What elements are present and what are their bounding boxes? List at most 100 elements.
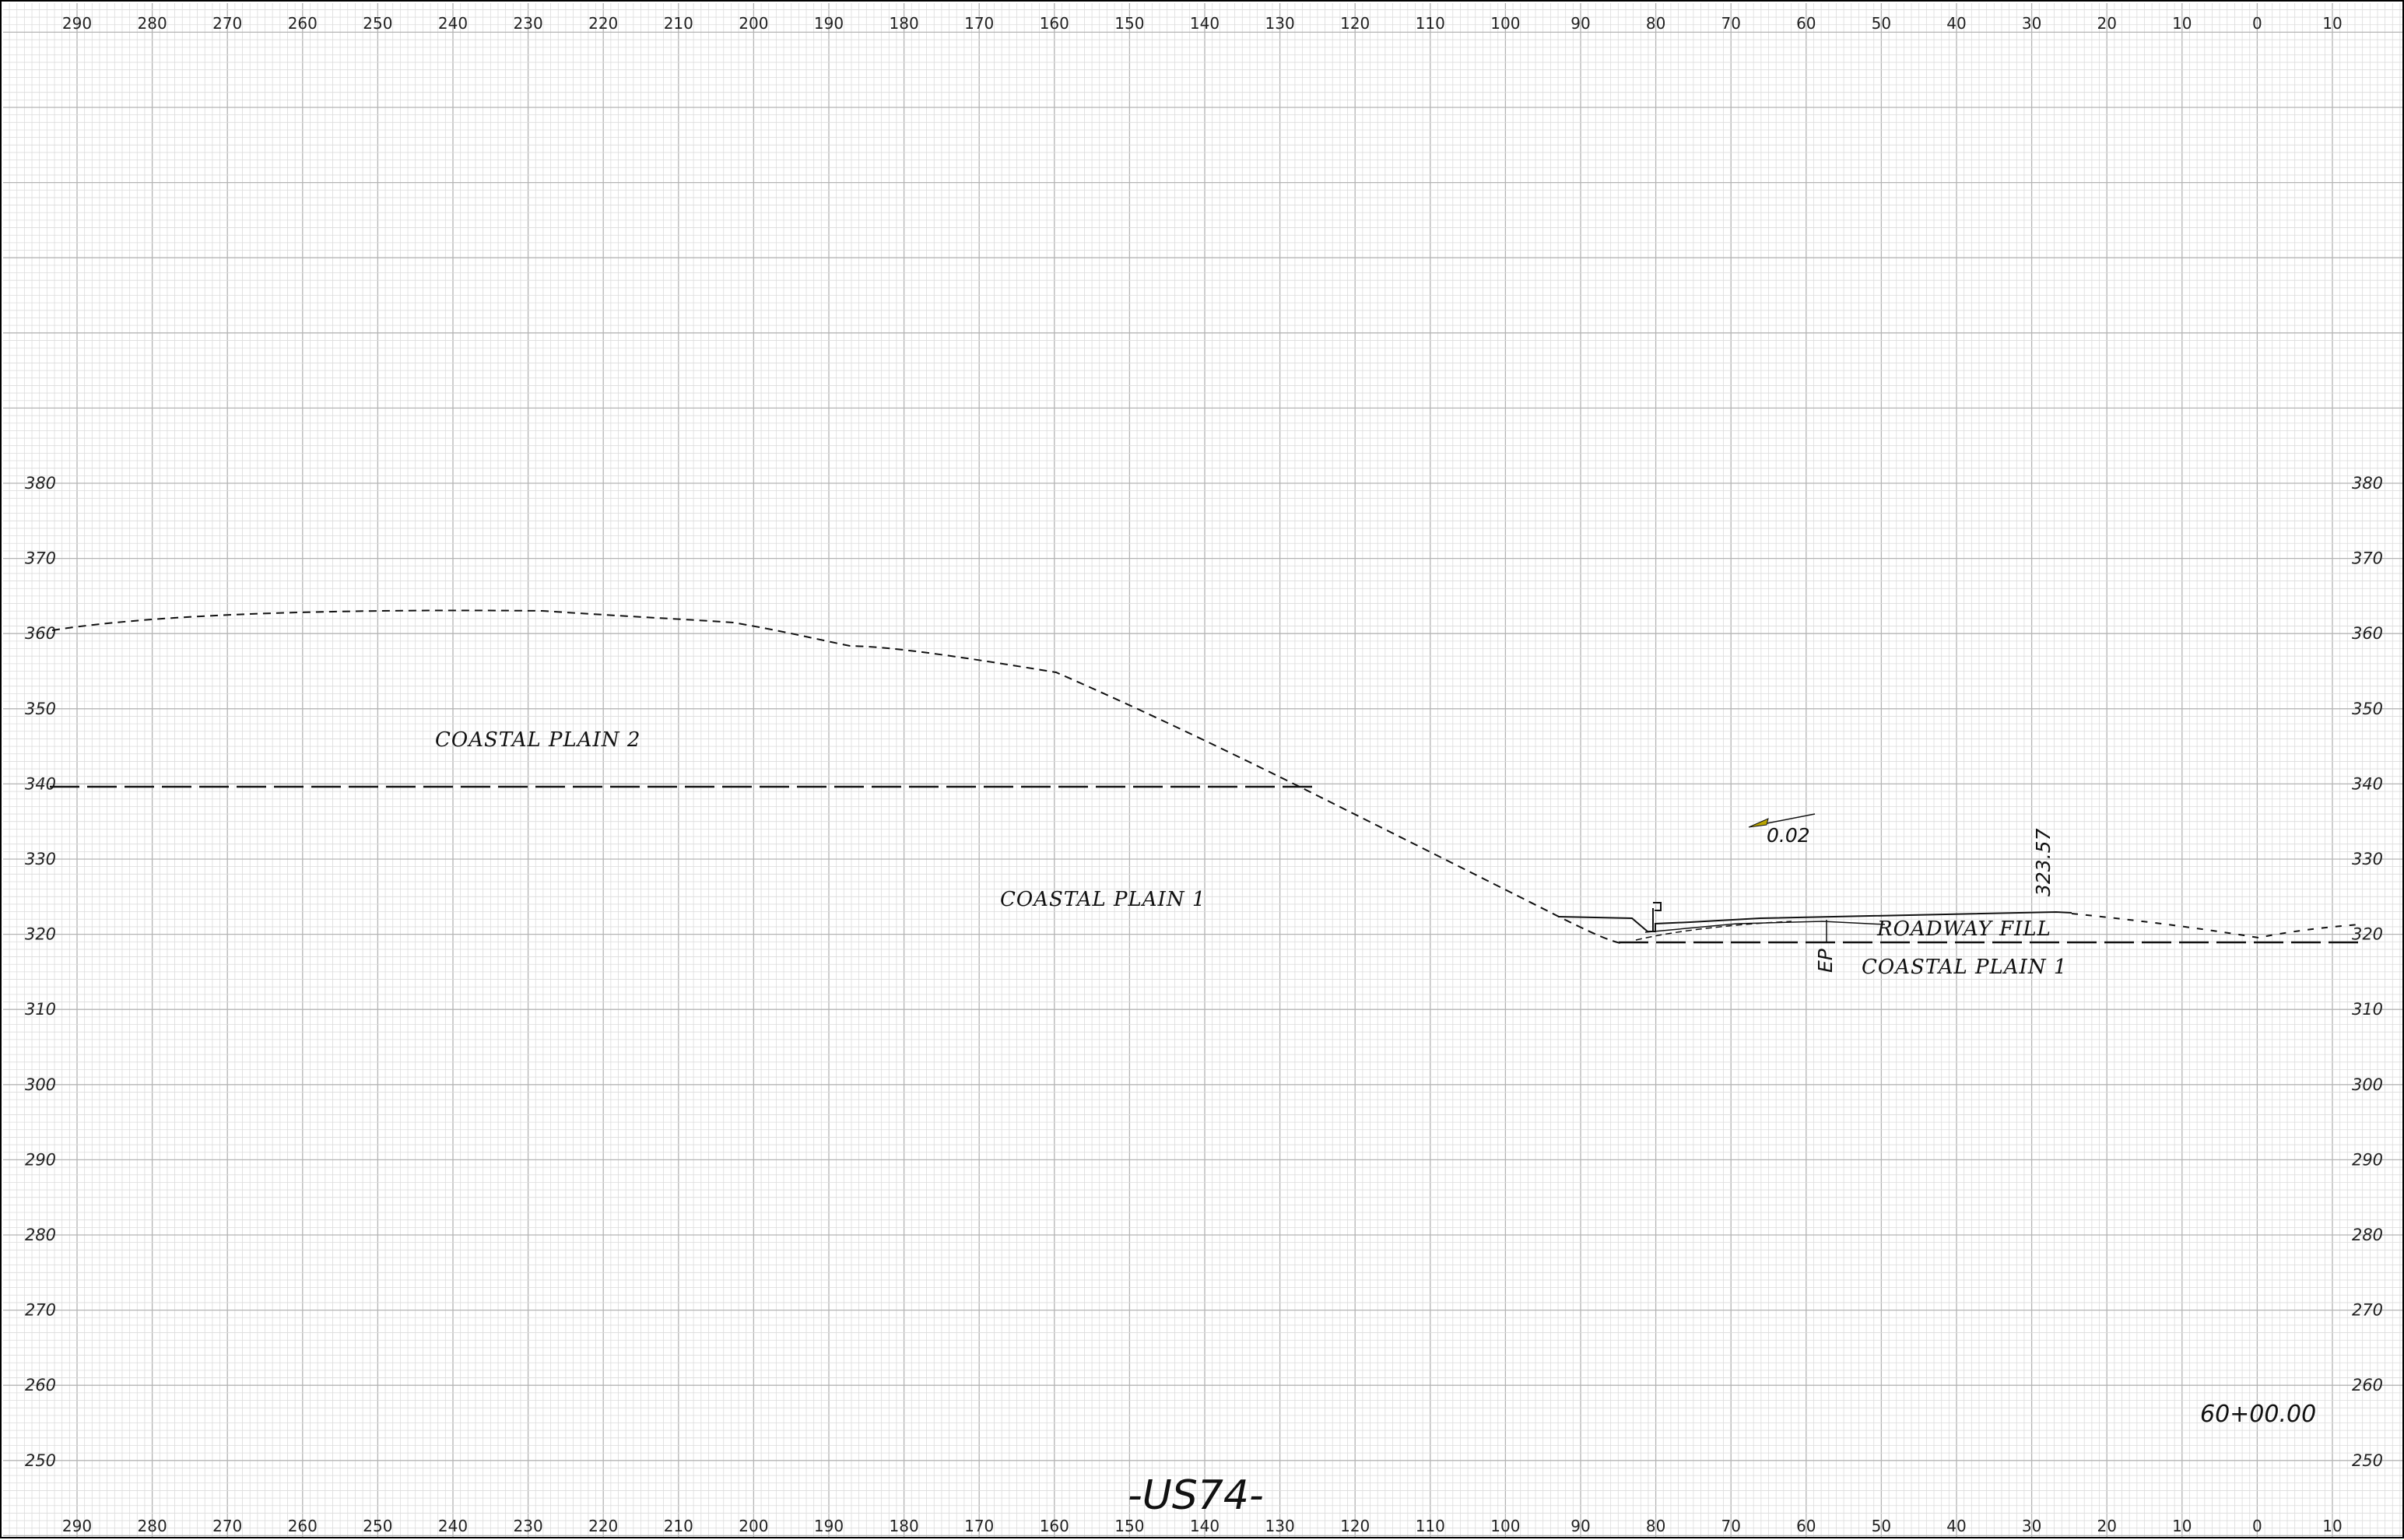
y-tick-label: 330 xyxy=(2352,850,2383,868)
x-tick-label: 240 xyxy=(438,1517,468,1535)
y-tick-label: 360 xyxy=(2352,624,2383,643)
x-tick-label: 40 xyxy=(1946,1517,1966,1535)
x-tick-label: 60 xyxy=(1796,1517,1816,1535)
y-tick-label: 370 xyxy=(2352,549,2383,568)
y-tick-label: 340 xyxy=(2352,774,2383,793)
x-tick-label: 10 xyxy=(2322,1517,2342,1535)
grid xyxy=(3,3,2402,1537)
y-tick-label: 380 xyxy=(25,474,56,493)
x-tick-label: 160 xyxy=(1040,1517,1069,1535)
alignment-title: -US74- xyxy=(1128,1472,1264,1519)
y-tick-label: 340 xyxy=(25,774,56,793)
y-axis-left: 380 370 360 350 340 330 320 310 300 290 280 270 260 2… xyxy=(25,474,56,1470)
y-tick-label: 300 xyxy=(25,1075,56,1094)
x-tick-label: 10 xyxy=(2172,14,2192,33)
x-tick-label: 280 xyxy=(138,1517,167,1535)
x-tick-label: 260 xyxy=(288,1517,318,1535)
x-tick-label: 10 xyxy=(2172,1517,2192,1535)
x-tick-label: 90 xyxy=(1570,14,1590,33)
x-tick-label: 100 xyxy=(1490,1517,1520,1535)
existing-ground-line xyxy=(51,609,1621,944)
top-elevation-value: 323.57 xyxy=(2032,828,2055,896)
slope-arrowhead xyxy=(1748,818,1769,828)
x-tick-label: 70 xyxy=(1721,1517,1740,1535)
x-tick-label: 230 xyxy=(514,1517,543,1535)
x-tick-label: 150 xyxy=(1114,14,1144,33)
y-tick-label: 270 xyxy=(2352,1301,2383,1320)
y-tick-label: 370 xyxy=(25,549,56,568)
x-tick-label: 80 xyxy=(1646,1517,1665,1535)
x-tick-label: 130 xyxy=(1265,1517,1295,1535)
y-tick-label: 350 xyxy=(2352,700,2383,718)
x-tick-label: 90 xyxy=(1570,1517,1590,1535)
curb-gutter xyxy=(1652,902,1662,932)
y-tick-label: 320 xyxy=(2352,925,2383,944)
x-tick-label: 200 xyxy=(739,14,768,33)
x-tick-label: 0 xyxy=(2252,14,2262,33)
y-tick-label: 270 xyxy=(25,1301,56,1320)
x-tick-label: 190 xyxy=(814,14,844,33)
y-tick-label: 350 xyxy=(25,700,56,718)
y-tick-label: 330 xyxy=(25,850,56,868)
x-tick-label: 220 xyxy=(588,1517,618,1535)
x-tick-label: 280 xyxy=(138,14,167,33)
x-tick-label: 110 xyxy=(1416,14,1445,33)
y-tick-label: 290 xyxy=(2352,1150,2383,1169)
x-tick-label: 80 xyxy=(1646,14,1665,33)
x-axis-bottom: 290 280 270 260 250 240 230 220 210 200 190 180 170 1… xyxy=(62,1517,2343,1535)
coastal-plain-1-upper-label: COASTAL PLAIN 1 xyxy=(1000,888,1206,911)
y-axis-right: 380 370 360 350 340 330 320 310 300 290 280 270 260 2… xyxy=(2352,474,2383,1470)
x-tick-label: 250 xyxy=(363,1517,392,1535)
x-axis-top: 290 280 270 260 250 240 230 220 210 200 190 180 170 1… xyxy=(62,14,2343,33)
x-tick-label: 30 xyxy=(2022,14,2041,33)
x-tick-label: 50 xyxy=(1872,14,1891,33)
x-tick-label: 270 xyxy=(212,1517,242,1535)
x-tick-label: 150 xyxy=(1114,1517,1144,1535)
x-tick-label: 120 xyxy=(1340,14,1370,33)
x-tick-label: 210 xyxy=(664,1517,693,1535)
x-tick-label: 270 xyxy=(212,14,242,33)
x-tick-label: 50 xyxy=(1872,1517,1891,1535)
coastal-plain-2-label: COASTAL PLAIN 2 xyxy=(435,728,640,752)
x-tick-label: 170 xyxy=(964,14,994,33)
x-tick-label: 210 xyxy=(664,14,693,33)
y-tick-label: 290 xyxy=(25,1150,56,1169)
y-tick-label: 300 xyxy=(2352,1075,2383,1094)
x-tick-label: 70 xyxy=(1721,14,1740,33)
x-tick-label: 260 xyxy=(288,14,318,33)
x-tick-label: 60 xyxy=(1796,14,1816,33)
y-tick-label: 310 xyxy=(25,1000,56,1019)
coastal-plain-1-lower-label: COASTAL PLAIN 1 xyxy=(1862,956,2067,979)
x-tick-label: 220 xyxy=(588,14,618,33)
y-tick-label: 260 xyxy=(25,1376,56,1394)
x-tick-label: 20 xyxy=(2097,1517,2116,1535)
station-label: 60+00.00 xyxy=(2200,1401,2316,1428)
x-tick-label: 30 xyxy=(2022,1517,2041,1535)
x-tick-label: 240 xyxy=(438,14,468,33)
x-tick-label: 290 xyxy=(62,14,92,33)
x-tick-label: 130 xyxy=(1265,14,1295,33)
y-tick-label: 380 xyxy=(2352,474,2383,493)
y-tick-label: 260 xyxy=(2352,1376,2383,1394)
roadway-fill-label: ROADWAY FILL xyxy=(1876,917,2051,941)
x-tick-label: 120 xyxy=(1340,1517,1370,1535)
x-tick-label: 100 xyxy=(1490,14,1520,33)
ep-label: EP xyxy=(1814,948,1837,973)
x-tick-label: 190 xyxy=(814,1517,844,1535)
x-tick-label: 230 xyxy=(514,14,543,33)
x-tick-label: 0 xyxy=(2252,1517,2262,1535)
proposed-grade-line xyxy=(1557,910,2072,932)
x-tick-label: 180 xyxy=(890,14,919,33)
x-tick-label: 180 xyxy=(890,1517,919,1535)
x-tick-label: 10 xyxy=(2322,14,2342,33)
x-tick-label: 140 xyxy=(1190,1517,1220,1535)
x-tick-label: 110 xyxy=(1416,1517,1445,1535)
x-tick-label: 140 xyxy=(1190,14,1220,33)
x-tick-label: 160 xyxy=(1040,14,1069,33)
y-tick-label: 310 xyxy=(2352,1000,2383,1019)
y-tick-label: 250 xyxy=(25,1451,56,1470)
x-tick-label: 290 xyxy=(62,1517,92,1535)
x-tick-label: 250 xyxy=(363,14,392,33)
